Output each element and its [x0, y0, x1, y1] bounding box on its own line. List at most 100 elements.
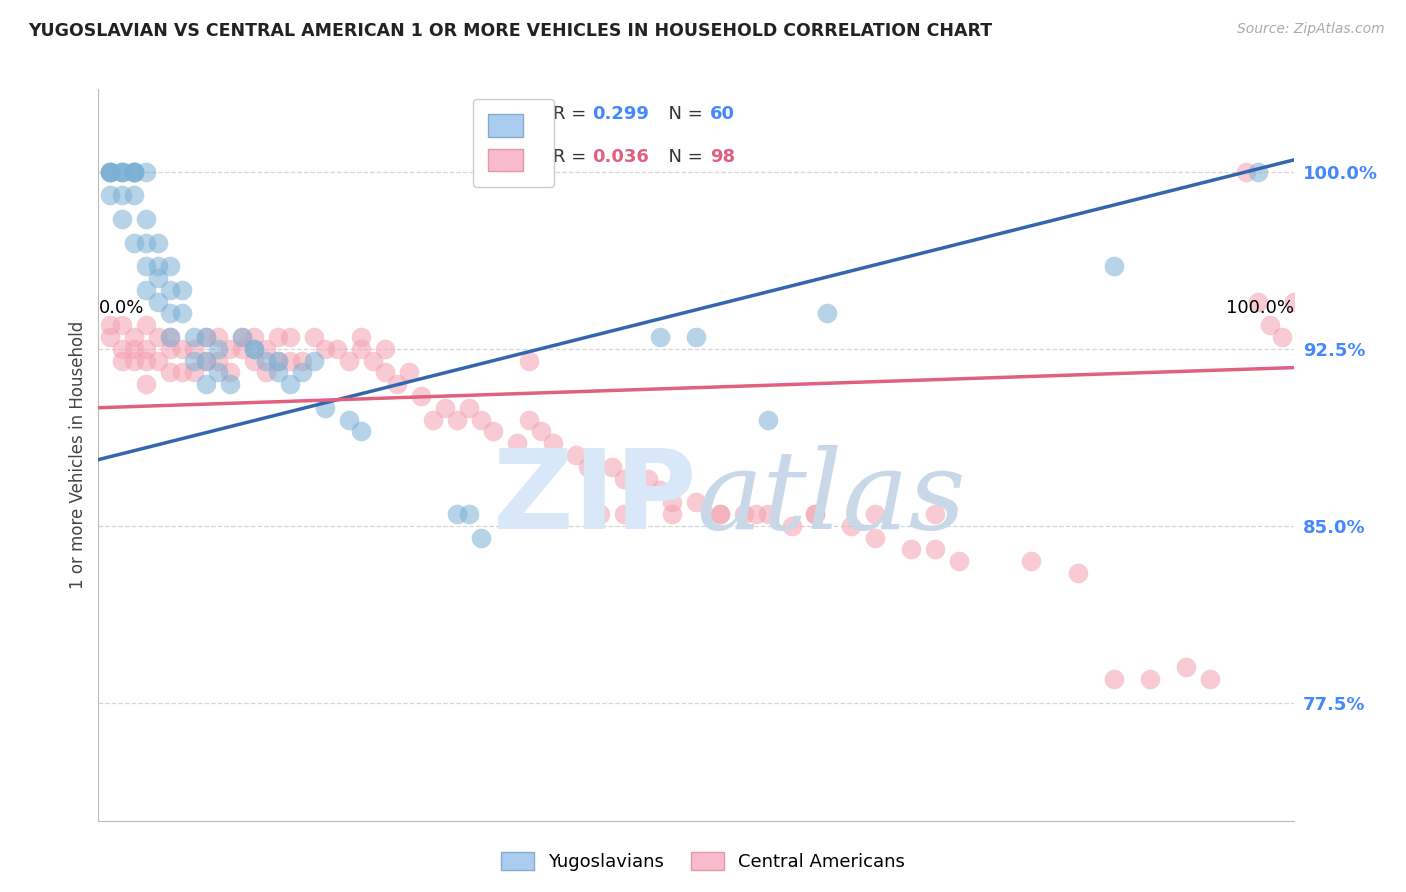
- Text: 0.299: 0.299: [592, 105, 650, 123]
- Point: [1247, 294, 1270, 309]
- Point: [111, 342, 134, 356]
- Point: [148, 294, 170, 309]
- Text: R =: R =: [553, 105, 592, 123]
- Y-axis label: 1 or more Vehicles in Household: 1 or more Vehicles in Household: [69, 321, 87, 589]
- Point: [148, 271, 170, 285]
- Text: YUGOSLAVIAN VS CENTRAL AMERICAN 1 OR MORE VEHICLES IN HOUSEHOLD CORRELATION CHAR: YUGOSLAVIAN VS CENTRAL AMERICAN 1 OR MOR…: [28, 22, 993, 40]
- Point: [231, 330, 253, 344]
- Point: [98, 318, 122, 333]
- Point: [243, 330, 266, 344]
- Point: [648, 483, 672, 498]
- Point: [363, 353, 385, 368]
- Point: [924, 542, 946, 557]
- Point: [124, 342, 146, 356]
- Point: [98, 165, 122, 179]
- Point: [243, 342, 266, 356]
- Point: [398, 365, 420, 379]
- Point: [124, 330, 146, 344]
- Point: [804, 507, 827, 521]
- Point: [159, 330, 181, 344]
- Point: [470, 412, 492, 426]
- Point: [219, 365, 242, 379]
- Point: [219, 342, 242, 356]
- Point: [506, 436, 529, 450]
- Point: [267, 353, 290, 368]
- Point: [685, 495, 707, 509]
- Point: [709, 507, 731, 521]
- Point: [172, 365, 194, 379]
- Point: [124, 165, 146, 179]
- Point: [804, 507, 827, 521]
- Point: [111, 211, 134, 226]
- Point: [291, 353, 314, 368]
- Point: [231, 330, 253, 344]
- Point: [841, 518, 863, 533]
- Point: [1258, 318, 1281, 333]
- Point: [302, 353, 325, 368]
- Point: [254, 342, 277, 356]
- Point: [565, 448, 588, 462]
- Point: [446, 412, 468, 426]
- Text: 0.036: 0.036: [592, 148, 650, 166]
- Point: [135, 318, 157, 333]
- Point: [302, 330, 325, 344]
- Point: [267, 365, 290, 379]
- Point: [195, 353, 218, 368]
- Point: [756, 412, 779, 426]
- Point: [815, 306, 838, 320]
- Point: [1199, 672, 1222, 686]
- Point: [446, 507, 468, 521]
- Point: [159, 330, 181, 344]
- Point: [243, 342, 266, 356]
- Point: [124, 165, 146, 179]
- Point: [315, 401, 337, 415]
- Point: [278, 353, 301, 368]
- Text: N =: N =: [657, 148, 709, 166]
- Point: [135, 283, 157, 297]
- Text: ZIP: ZIP: [492, 445, 696, 552]
- Point: [159, 342, 181, 356]
- Point: [254, 353, 277, 368]
- Point: [267, 330, 290, 344]
- Point: [159, 365, 181, 379]
- Point: [948, 554, 970, 568]
- Point: [98, 330, 122, 344]
- Point: [374, 365, 396, 379]
- Point: [135, 259, 157, 273]
- Point: [207, 353, 229, 368]
- Text: N =: N =: [657, 105, 709, 123]
- Point: [578, 459, 600, 474]
- Point: [517, 353, 540, 368]
- Point: [195, 377, 218, 392]
- Point: [172, 306, 194, 320]
- Point: [135, 211, 157, 226]
- Point: [1247, 165, 1270, 179]
- Point: [111, 165, 134, 179]
- Point: [422, 412, 444, 426]
- Point: [745, 507, 768, 521]
- Point: [865, 507, 887, 521]
- Point: [148, 353, 170, 368]
- Point: [1067, 566, 1090, 580]
- Point: [589, 507, 612, 521]
- Point: [339, 412, 361, 426]
- Point: [278, 330, 301, 344]
- Point: [350, 425, 373, 439]
- Point: [135, 235, 157, 250]
- Point: [756, 507, 779, 521]
- Text: atlas: atlas: [696, 445, 966, 552]
- Point: [148, 259, 170, 273]
- Point: [865, 531, 887, 545]
- Point: [159, 259, 181, 273]
- Point: [98, 165, 122, 179]
- Point: [1282, 294, 1305, 309]
- Point: [148, 330, 170, 344]
- Point: [278, 377, 301, 392]
- Point: [124, 165, 146, 179]
- Point: [195, 330, 218, 344]
- Point: [267, 353, 290, 368]
- Text: R =: R =: [553, 148, 592, 166]
- Point: [1271, 330, 1294, 344]
- Point: [111, 165, 134, 179]
- Text: 60: 60: [710, 105, 735, 123]
